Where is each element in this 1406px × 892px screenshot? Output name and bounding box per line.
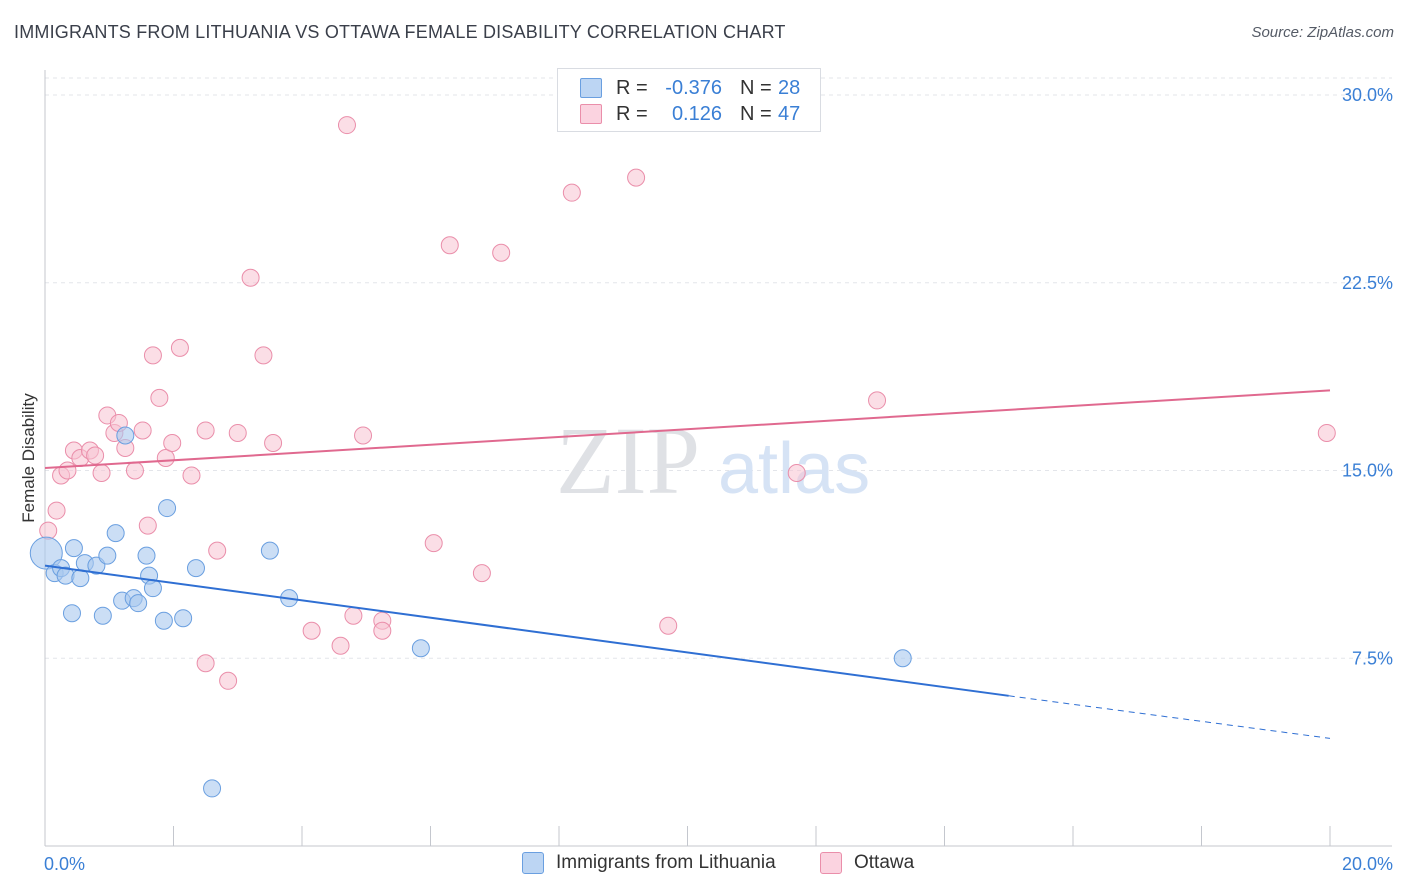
ottawa-point (627, 168, 646, 187)
ottawa-point (156, 449, 175, 467)
y-tick-label: 7.5% (1352, 648, 1393, 668)
lithuania-point (62, 604, 81, 623)
legend-label-lithuania: Immigrants from Lithuania (556, 852, 776, 873)
ottawa-point (562, 183, 581, 202)
ottawa-point (163, 433, 182, 452)
ottawa-point (424, 534, 443, 553)
lithuania-point (893, 649, 912, 668)
ottawa-point (373, 621, 392, 640)
legend-item-lithuania[interactable]: Immigrants from Lithuania (522, 852, 776, 874)
lithuania-point (143, 579, 162, 598)
watermark: ZIP atlas (556, 407, 870, 514)
n-value: 28 (778, 76, 801, 99)
lithuania-point (154, 611, 173, 630)
ottawa-point (440, 236, 459, 255)
ottawa-point (182, 466, 201, 485)
ottawa-point (868, 391, 887, 410)
ottawa-point (125, 461, 144, 480)
legend-swatch-pink (580, 104, 602, 124)
ottawa-point (302, 621, 321, 640)
ottawa-point (92, 464, 111, 483)
grid-lines (45, 77, 1392, 659)
lithuania-trend-extension (1008, 695, 1331, 739)
legend-swatch-pink (820, 852, 842, 874)
ottawa-point (170, 338, 189, 357)
ottawa-point (138, 516, 157, 535)
ottawa-point (228, 423, 247, 442)
n-label: N = (740, 102, 772, 125)
x-tick-label: 0.0% (44, 854, 85, 874)
ottawa-point (354, 426, 373, 445)
lithuania-point (186, 559, 205, 578)
ottawa-point (143, 346, 162, 365)
ottawa-point (47, 501, 66, 520)
x-tick-label: 20.0% (1342, 854, 1393, 874)
lithuania-point (29, 536, 63, 570)
legend-row-ottawa: R = 0.126 N = 47 (558, 101, 800, 127)
legend-swatch-blue (580, 78, 602, 98)
ottawa-point (196, 421, 215, 440)
legend-row-lithuania: R = -0.376 N = 28 (558, 75, 800, 101)
lithuania-point (174, 609, 193, 628)
r-value: 0.126 (671, 102, 722, 125)
lithuania-point (411, 639, 430, 658)
y-axis-title: Female Disability (19, 393, 38, 523)
stats-legend: R = -0.376 N = 28 R = 0.126 N = 47 (557, 68, 821, 132)
ottawa-point (39, 521, 58, 540)
ottawa-point (787, 464, 806, 483)
ottawa-point (86, 446, 105, 465)
lithuania-point (106, 524, 125, 543)
r-value: -0.376 (665, 76, 722, 99)
ottawa-point (1317, 423, 1336, 442)
ottawa-point (254, 346, 273, 365)
ottawa-point (208, 541, 227, 560)
legend-swatch-blue (522, 852, 544, 874)
legend-label-ottawa: Ottawa (854, 852, 915, 873)
lithuania-point (137, 546, 156, 565)
n-label: N = (740, 76, 772, 99)
lithuania-point (129, 594, 148, 613)
lithuania-point (116, 426, 135, 445)
watermark-zip: ZIP (556, 407, 700, 514)
y-tick-label: 15.0% (1342, 461, 1393, 481)
lithuania-trend-line (44, 564, 1009, 697)
ottawa-point (196, 654, 215, 673)
ottawa-point (150, 388, 169, 407)
series-legend: Immigrants from Lithuania Ottawa (0, 852, 1406, 878)
ottawa-point (331, 636, 350, 655)
ottawa-points (39, 116, 1336, 690)
ottawa-point (659, 616, 678, 635)
ottawa-point (337, 116, 356, 135)
ottawa-point (133, 421, 152, 440)
ottawa-trend-line (44, 389, 1331, 470)
lithuania-point (158, 499, 177, 518)
lithuania-point (260, 541, 279, 560)
legend-item-ottawa[interactable]: Ottawa (820, 852, 914, 874)
lithuania-point (93, 606, 112, 625)
axis-labels: 7.5% 15.0% 22.5% 30.0% 0.0% 20.0% Female Disab… (19, 85, 1393, 874)
chart-title: IMMIGRANTS FROM LITHUANIA VS OTTAWA FEMA… (14, 22, 786, 42)
axes (44, 70, 1392, 847)
source-note: Source: ZipAtlas.com (1251, 24, 1394, 41)
ottawa-point (344, 606, 363, 625)
y-tick-label: 30.0% (1342, 85, 1393, 105)
ottawa-point (492, 243, 511, 262)
ottawa-point (241, 268, 260, 287)
ottawa-point (219, 671, 238, 690)
ottawa-point (472, 564, 491, 583)
n-value: 47 (778, 102, 801, 125)
ottawa-point (264, 433, 283, 452)
trend-lines (44, 389, 1331, 739)
lithuania-point (98, 546, 117, 565)
y-tick-label: 22.5% (1342, 273, 1393, 293)
lithuania-point (64, 539, 83, 558)
lithuania-point (203, 779, 222, 798)
ottawa-point (58, 461, 77, 480)
r-label: R = (616, 102, 648, 125)
r-label: R = (616, 76, 648, 99)
